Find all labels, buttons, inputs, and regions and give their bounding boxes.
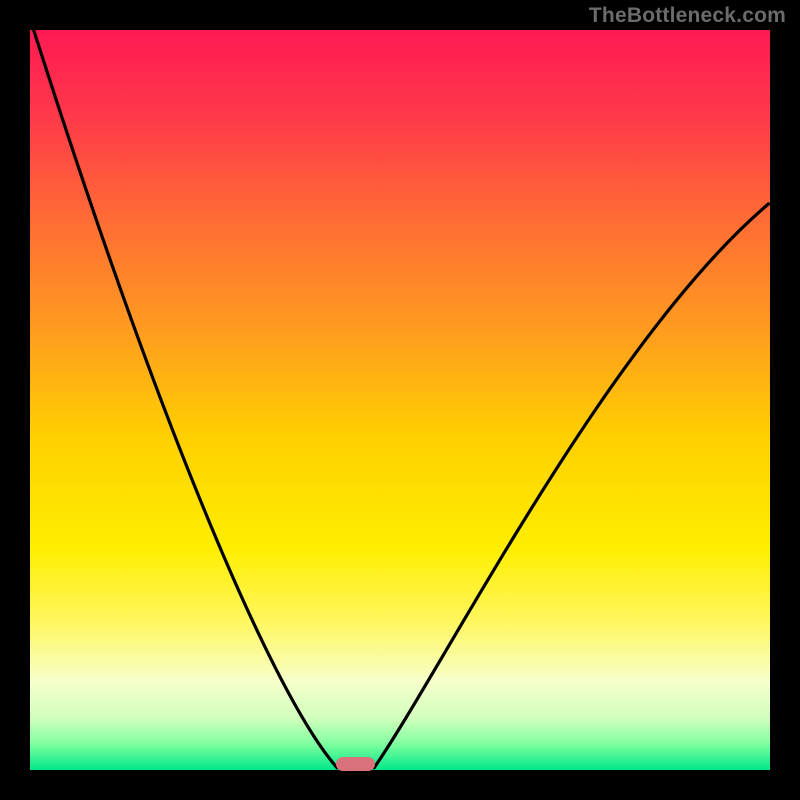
plot-area [30, 30, 770, 770]
watermark-text: TheBottleneck.com [589, 4, 786, 28]
bottleneck-marker [336, 757, 374, 770]
curve-right-branch [374, 204, 768, 768]
curve-layer [30, 30, 770, 770]
curve-left-branch [34, 30, 337, 768]
chart-frame: TheBottleneck.com [0, 0, 800, 800]
